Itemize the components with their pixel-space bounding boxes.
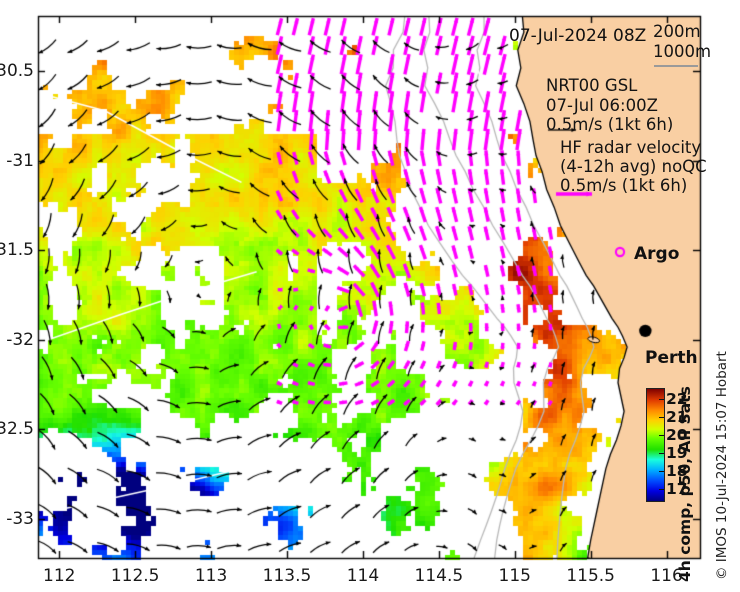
gsl-annotation-line2: 07-Jul 06:00Z	[546, 96, 658, 115]
depth-legend-rule	[654, 65, 698, 67]
colorbar-tick-mark	[659, 453, 664, 455]
x-tick-label: 112.5	[110, 566, 160, 586]
colorbar-tick-label: 19	[666, 444, 688, 463]
colorbar-tick-label: 20	[666, 425, 688, 444]
colorbar-tick-label: 18	[666, 462, 688, 481]
colorbar-tick-mark	[659, 416, 664, 418]
colorbar-tick-mark	[659, 471, 664, 473]
gsl-annotation-line3: 0.5m/s (1kt 6h)	[546, 115, 674, 134]
x-tick-label: 113.5	[262, 566, 312, 586]
x-tick-label: 112	[43, 566, 76, 586]
y-tick-label: -33	[6, 508, 34, 529]
y-tick-label: -32	[6, 329, 34, 350]
colorbar-tick-label: 21	[666, 407, 688, 426]
colorbar-tick-label: 17	[666, 480, 688, 499]
depth-legend-200m: 200m	[653, 22, 701, 41]
hf-annotation-line1: HF radar velocity	[560, 138, 702, 157]
title-date: 07-Jul-2024 08Z	[509, 26, 647, 46]
perth-label: Perth	[645, 348, 698, 368]
y-tick-label: -31	[6, 150, 34, 171]
colorbar-tick-mark	[659, 434, 664, 436]
colorbar-tick-mark	[659, 489, 664, 491]
hf-annotation-line2: (4-12h avg) noQC	[560, 157, 707, 176]
colorbar-tick-label: 22	[666, 389, 688, 408]
credit-text: © IMOS 10-Jul-2024 15:07 Hobart	[714, 351, 730, 580]
x-tick-label: 116	[650, 566, 683, 586]
x-tick-label: 114	[346, 566, 380, 586]
y-tick-label: -30.5	[0, 61, 34, 82]
x-tick-label: 114.5	[414, 566, 464, 586]
argo-legend-label: Argo	[634, 244, 680, 264]
y-tick-label: -32.5	[0, 419, 34, 440]
colorbar	[646, 388, 665, 502]
gsl-annotation-line1: NRT00 GSL	[546, 76, 638, 95]
x-tick-label: 113	[194, 566, 228, 586]
hf-annotation-line3: 0.5m/s (1kt 6h)	[560, 176, 688, 195]
colorbar-label: 4h comp, p50, All Sats	[676, 386, 694, 582]
x-tick-label: 115.5	[566, 566, 615, 586]
depth-legend-1000m: 1000m	[653, 42, 712, 61]
y-tick-label: -31.5	[0, 240, 34, 261]
x-tick-label: 115	[498, 566, 531, 586]
colorbar-tick-mark	[659, 398, 664, 400]
